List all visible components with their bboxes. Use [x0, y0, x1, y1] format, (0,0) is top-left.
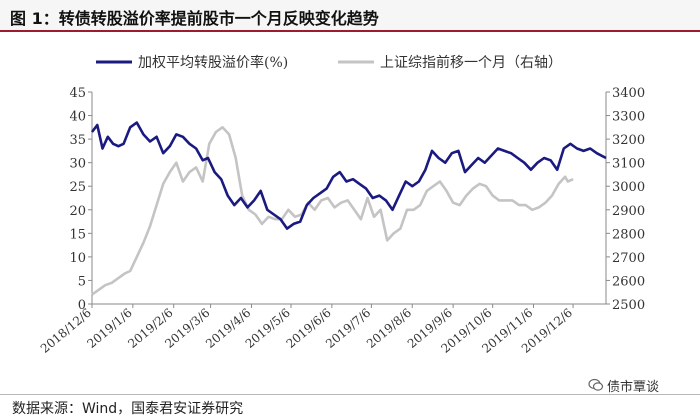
footer-divider: [0, 394, 700, 395]
right-tick-label: 2800: [612, 227, 645, 242]
right-tick-label: 3200: [612, 133, 645, 148]
data-source: 数据来源：Wind，国泰君安证券研究: [12, 401, 244, 417]
right-tick-label: 3000: [612, 180, 645, 195]
right-tick-label: 2600: [612, 274, 645, 289]
x-tick-label: 2019/7/6: [323, 306, 373, 351]
left-tick-label: 0: [78, 298, 86, 313]
left-tick-label: 25: [69, 180, 86, 195]
left-tick-label: 5: [78, 274, 86, 289]
legend: 加权平均转股溢价率(%) 上证综指前移一个月（右轴）: [96, 54, 562, 71]
legend-label-index: 上证综指前移一个月（右轴）: [380, 54, 562, 71]
x-tick-label: 2019/8/6: [364, 306, 414, 351]
legend-label-premium: 加权平均转股溢价率(%): [138, 54, 288, 71]
right-tick-label: 3400: [612, 86, 645, 101]
left-tick-label: 40: [69, 110, 86, 125]
right-tick-label: 3100: [612, 157, 645, 172]
x-tick-label: 2019/5/6: [243, 306, 293, 351]
x-tick-label: 2019/1/6: [84, 306, 134, 351]
left-tick-label: 20: [69, 204, 86, 219]
wechat-icon: [588, 378, 604, 391]
right-tick-label: 2900: [612, 204, 645, 219]
series-lines: [90, 121, 607, 296]
left-tick-label: 15: [69, 227, 86, 242]
right-tick-label: 2700: [612, 251, 645, 266]
left-tick-label: 45: [69, 86, 86, 101]
x-tick-label: 2018/12/6: [38, 306, 94, 356]
left-tick-label: 35: [69, 133, 86, 148]
left-tick-label: 10: [69, 251, 86, 266]
series-line-index: [91, 126, 574, 296]
figure-title: 图 1：转债转股溢价率提前股市一个月反映变化趋势: [10, 9, 379, 28]
series-line-premium: [90, 121, 607, 230]
watermark: 债市覃谈: [588, 374, 659, 396]
chart: 0 5 10 15 20 25 30 35 40 45 2500 2600 2700 2800 2900 30…: [38, 54, 645, 356]
axes: 0 5 10 15 20 25 30 35 40 45 2500 2600 2700 2800 2900 30…: [38, 86, 645, 356]
right-tick-label: 2500: [612, 298, 645, 313]
left-tick-label: 30: [69, 157, 86, 172]
right-tick-label: 3300: [612, 110, 645, 125]
title-bar: 图 1：转债转股溢价率提前股市一个月反映变化趋势: [0, 0, 700, 32]
watermark-text: 债市覃谈: [607, 379, 660, 395]
